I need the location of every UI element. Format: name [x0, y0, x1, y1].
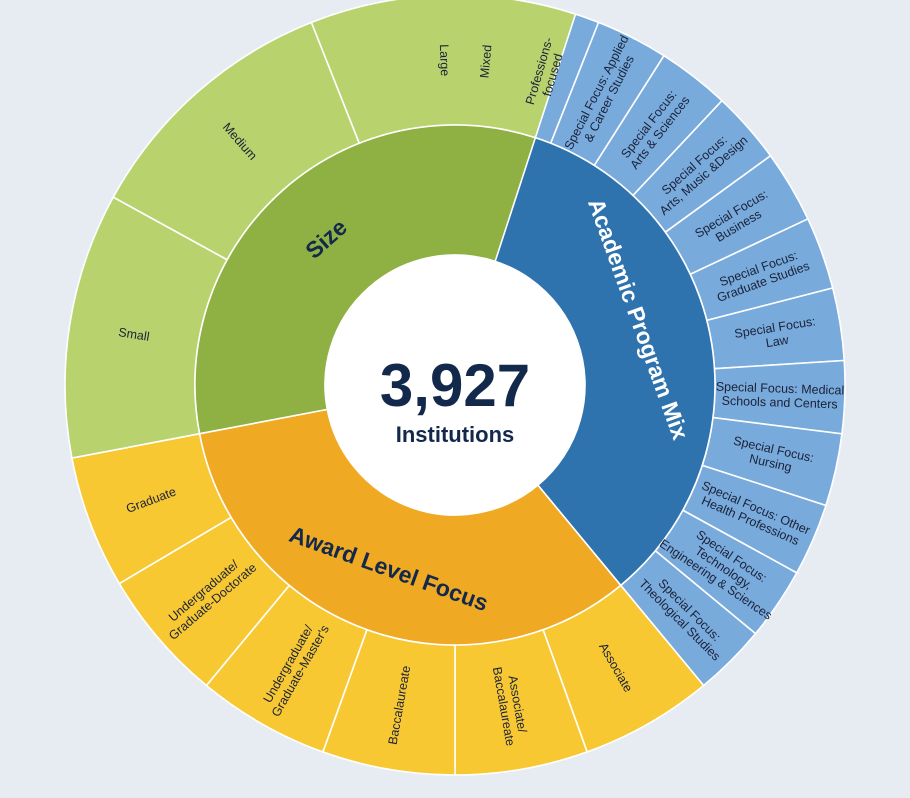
segment-label: Mixed — [477, 44, 494, 79]
segment-label: Large — [437, 44, 452, 76]
segment-layer — [64, 0, 846, 776]
center-total: 3,927 — [380, 352, 530, 419]
center-unit-label: Institutions — [396, 422, 515, 447]
segment-label: Small — [117, 325, 150, 344]
center-hole — [325, 255, 585, 515]
segment-label: Special Focus: MedicalSchools and Center… — [715, 380, 844, 412]
